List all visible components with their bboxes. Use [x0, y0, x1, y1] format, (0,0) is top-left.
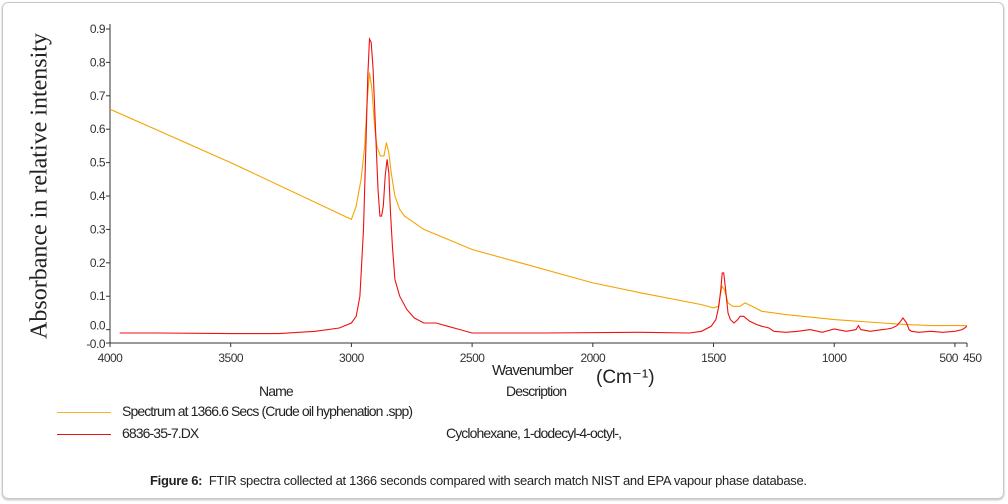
- caption-text: FTIR spectra collected at 1366 seconds c…: [208, 473, 807, 488]
- y-tick-label: 0.5: [90, 156, 106, 170]
- x-tick-label: 2500: [460, 351, 486, 365]
- legend-series-description: Cyclohexane, 1-dodecyl-4-octyl-,: [446, 425, 622, 441]
- x-tick-label: 4000: [98, 351, 124, 365]
- legend-swatch-orange: [57, 412, 111, 413]
- legend-series-name: Spectrum at 1366.6 Secs (Crude oil hyphe…: [122, 403, 413, 419]
- x-tick-label: 1000: [822, 351, 848, 365]
- x-tick-label: 1500: [701, 351, 727, 365]
- y-tick-label: 0.2: [90, 256, 106, 270]
- x-tick-label: 450: [963, 351, 982, 365]
- y-axis-label: Absorbance in relative intensity: [26, 33, 53, 339]
- y-tick-label: 0.0: [90, 319, 106, 333]
- y-tick-label: 0.1: [90, 289, 106, 303]
- y-tick-label: 0.7: [90, 89, 106, 103]
- x-axis-label: Wavenumber: [492, 362, 573, 379]
- x-tick-label: 2000: [580, 351, 606, 365]
- y-tick-label: 0.8: [90, 55, 106, 69]
- x-tick-label: 3000: [339, 351, 365, 365]
- y-tick-label: -0.0: [86, 337, 106, 351]
- figure-caption: Figure 6: FTIR spectra collected at 1366…: [150, 473, 807, 488]
- legend-name-header: Name: [259, 383, 294, 399]
- y-tick-label: 0.6: [90, 122, 106, 136]
- legend-description-header: Description: [506, 383, 567, 399]
- x-tick-label: 500: [939, 351, 958, 365]
- legend-swatch-red: [57, 434, 111, 435]
- legend-series-name: 6836-35-7.DX: [122, 425, 199, 441]
- series-line-spectrum: [109, 72, 967, 327]
- x-axis-unit: (Cm⁻¹): [596, 367, 655, 388]
- x-tick-label: 3500: [218, 351, 244, 365]
- y-tick-label: 0.4: [90, 189, 106, 203]
- y-tick-label: 0.3: [90, 222, 106, 236]
- series-line-reference: [119, 36, 968, 335]
- y-tick-label: 0.9: [90, 22, 106, 36]
- caption-label: Figure 6:: [150, 473, 203, 488]
